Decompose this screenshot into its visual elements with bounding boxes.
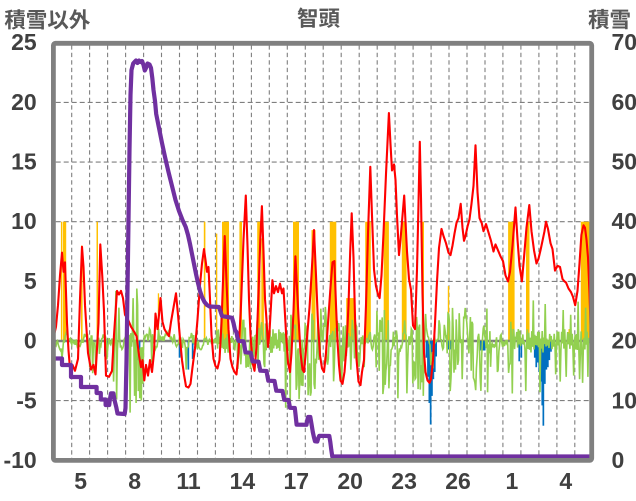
svg-text:10: 10 [612, 387, 636, 413]
svg-text:20: 20 [11, 89, 37, 115]
svg-text:5: 5 [74, 468, 87, 494]
svg-text:17: 17 [284, 468, 310, 494]
svg-text:60: 60 [612, 89, 636, 115]
svg-text:20: 20 [337, 468, 363, 494]
svg-text:23: 23 [391, 468, 417, 494]
svg-text:1: 1 [506, 468, 519, 494]
svg-text:11: 11 [176, 468, 201, 494]
svg-text:26: 26 [445, 468, 471, 494]
svg-text:0: 0 [24, 328, 37, 354]
svg-text:70: 70 [612, 29, 636, 55]
svg-text:15: 15 [11, 149, 37, 175]
svg-text:10: 10 [11, 208, 37, 234]
svg-text:50: 50 [612, 149, 636, 175]
svg-text:40: 40 [612, 208, 636, 234]
svg-text:25: 25 [11, 29, 37, 55]
svg-text:-5: -5 [16, 387, 37, 413]
svg-text:-10: -10 [3, 447, 36, 473]
svg-text:30: 30 [612, 268, 636, 294]
svg-text:4: 4 [559, 468, 572, 494]
svg-text:14: 14 [230, 468, 256, 494]
svg-text:20: 20 [612, 328, 636, 354]
svg-text:5: 5 [24, 268, 37, 294]
svg-text:0: 0 [612, 447, 625, 473]
svg-text:8: 8 [128, 468, 141, 494]
